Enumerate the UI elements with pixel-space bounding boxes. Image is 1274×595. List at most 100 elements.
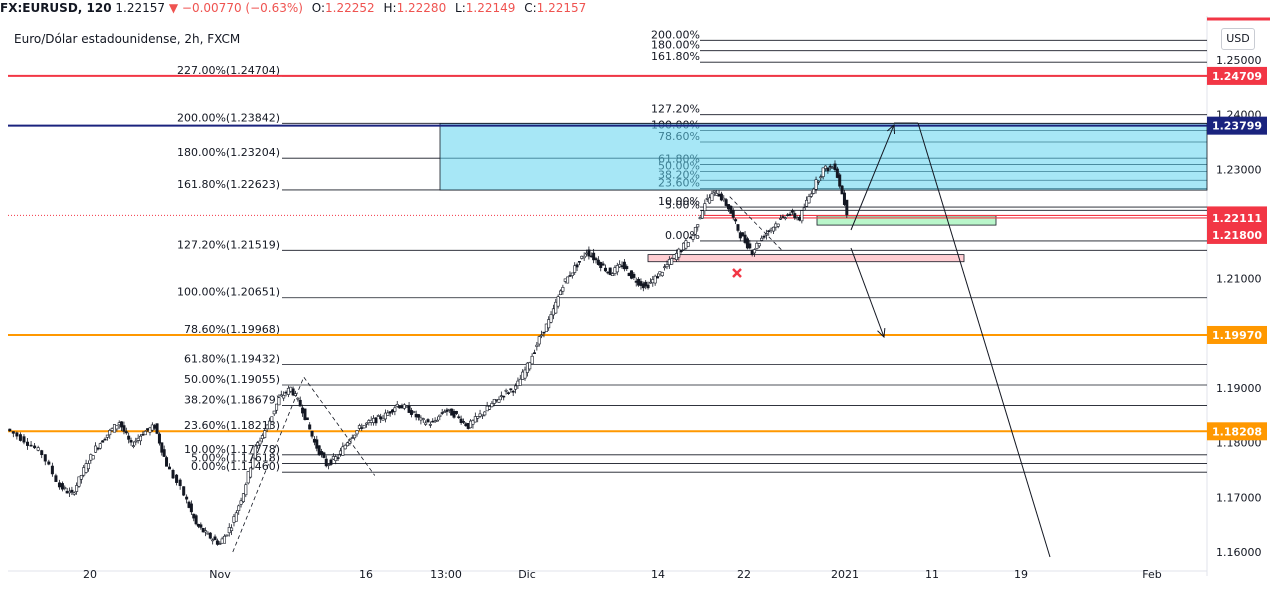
candle	[346, 442, 350, 447]
candle	[303, 408, 307, 420]
candle	[15, 432, 19, 437]
candle	[360, 427, 364, 429]
fib-right-label: 161.80%	[651, 50, 700, 63]
y-tick-label: 1.25000	[1216, 54, 1262, 67]
candle	[376, 415, 380, 417]
candle	[196, 523, 200, 527]
candle	[369, 419, 373, 423]
candle	[272, 410, 276, 415]
candle	[421, 418, 425, 420]
candle	[514, 385, 518, 390]
candle	[476, 416, 480, 419]
candle	[587, 249, 591, 257]
candle	[134, 440, 138, 443]
candle	[72, 492, 76, 495]
candle	[108, 430, 112, 436]
candle	[540, 334, 544, 337]
candle	[797, 216, 801, 221]
candle	[696, 224, 700, 228]
candle	[748, 243, 752, 249]
candle	[277, 397, 281, 406]
candle	[736, 224, 740, 231]
candle	[225, 534, 229, 537]
candle	[234, 512, 238, 522]
candle	[70, 489, 74, 493]
candle	[656, 276, 660, 279]
candle	[641, 283, 645, 289]
candle	[201, 528, 205, 533]
candle	[353, 434, 357, 439]
candle	[428, 424, 432, 426]
candle	[535, 344, 539, 347]
y-tick-label: 1.23000	[1216, 163, 1262, 176]
candle	[821, 167, 825, 177]
candle	[665, 264, 669, 268]
candle	[828, 165, 832, 168]
candle	[760, 237, 764, 241]
candle	[457, 416, 461, 419]
candle	[98, 443, 102, 449]
candle	[284, 391, 288, 394]
candle	[215, 540, 219, 545]
candle	[338, 450, 342, 455]
candle	[767, 230, 771, 233]
fib-left-label: 180.00%(1.23204)	[177, 146, 280, 159]
candle	[632, 273, 636, 278]
candle	[824, 165, 828, 169]
chart-title: Euro/Dólar estadounidense, 2h, FXCM	[14, 32, 240, 46]
candle	[391, 409, 395, 413]
candle	[800, 210, 804, 222]
low-value: 1.22149	[465, 1, 516, 15]
candle	[774, 223, 778, 228]
candle	[783, 217, 787, 220]
candle	[537, 336, 541, 345]
candle	[648, 281, 652, 284]
candle	[682, 242, 686, 251]
candle	[454, 410, 458, 414]
candle	[47, 461, 51, 465]
candle	[816, 180, 820, 183]
price-tag-label: 1.19970	[1212, 329, 1262, 342]
candle	[260, 435, 264, 439]
candle	[379, 416, 383, 420]
candle	[532, 352, 536, 354]
x-tick-label: 16	[359, 568, 373, 581]
candle	[658, 271, 662, 275]
x-tick-label: Dic	[518, 568, 536, 581]
candle	[253, 445, 257, 459]
x-tick-label: 19	[1014, 568, 1028, 581]
candle	[237, 505, 241, 511]
candle	[84, 463, 88, 473]
candle	[521, 371, 525, 380]
candle	[241, 493, 245, 502]
candle	[473, 416, 477, 423]
candle	[712, 190, 716, 193]
candle	[60, 483, 64, 490]
candle	[343, 444, 347, 450]
candle	[582, 255, 586, 259]
candle	[769, 228, 773, 231]
candle	[814, 179, 818, 190]
green-zone	[816, 215, 997, 226]
price-chart[interactable]: 200.00%180.00%161.80%127.20%100.00%78.60…	[0, 16, 1274, 595]
close-value: 1.22157	[536, 1, 587, 15]
candle	[206, 532, 210, 535]
candle	[447, 408, 451, 411]
y-tick-label: 1.19000	[1216, 382, 1262, 395]
candle	[374, 417, 378, 424]
candle	[182, 486, 186, 496]
candle	[807, 196, 811, 204]
currency-button[interactable]: USD	[1221, 28, 1255, 50]
candle	[331, 456, 335, 460]
symbol-label[interactable]: FX:EURUSD, 120	[0, 1, 112, 15]
candle	[218, 543, 222, 545]
candle	[727, 204, 731, 210]
candle	[620, 265, 624, 268]
candle	[355, 430, 359, 435]
fib-left-label: 5.00%(1.17618)	[191, 452, 280, 465]
candle	[148, 427, 152, 433]
candle	[68, 490, 72, 494]
candle	[504, 389, 508, 392]
candle	[459, 418, 463, 423]
candle	[211, 539, 215, 542]
